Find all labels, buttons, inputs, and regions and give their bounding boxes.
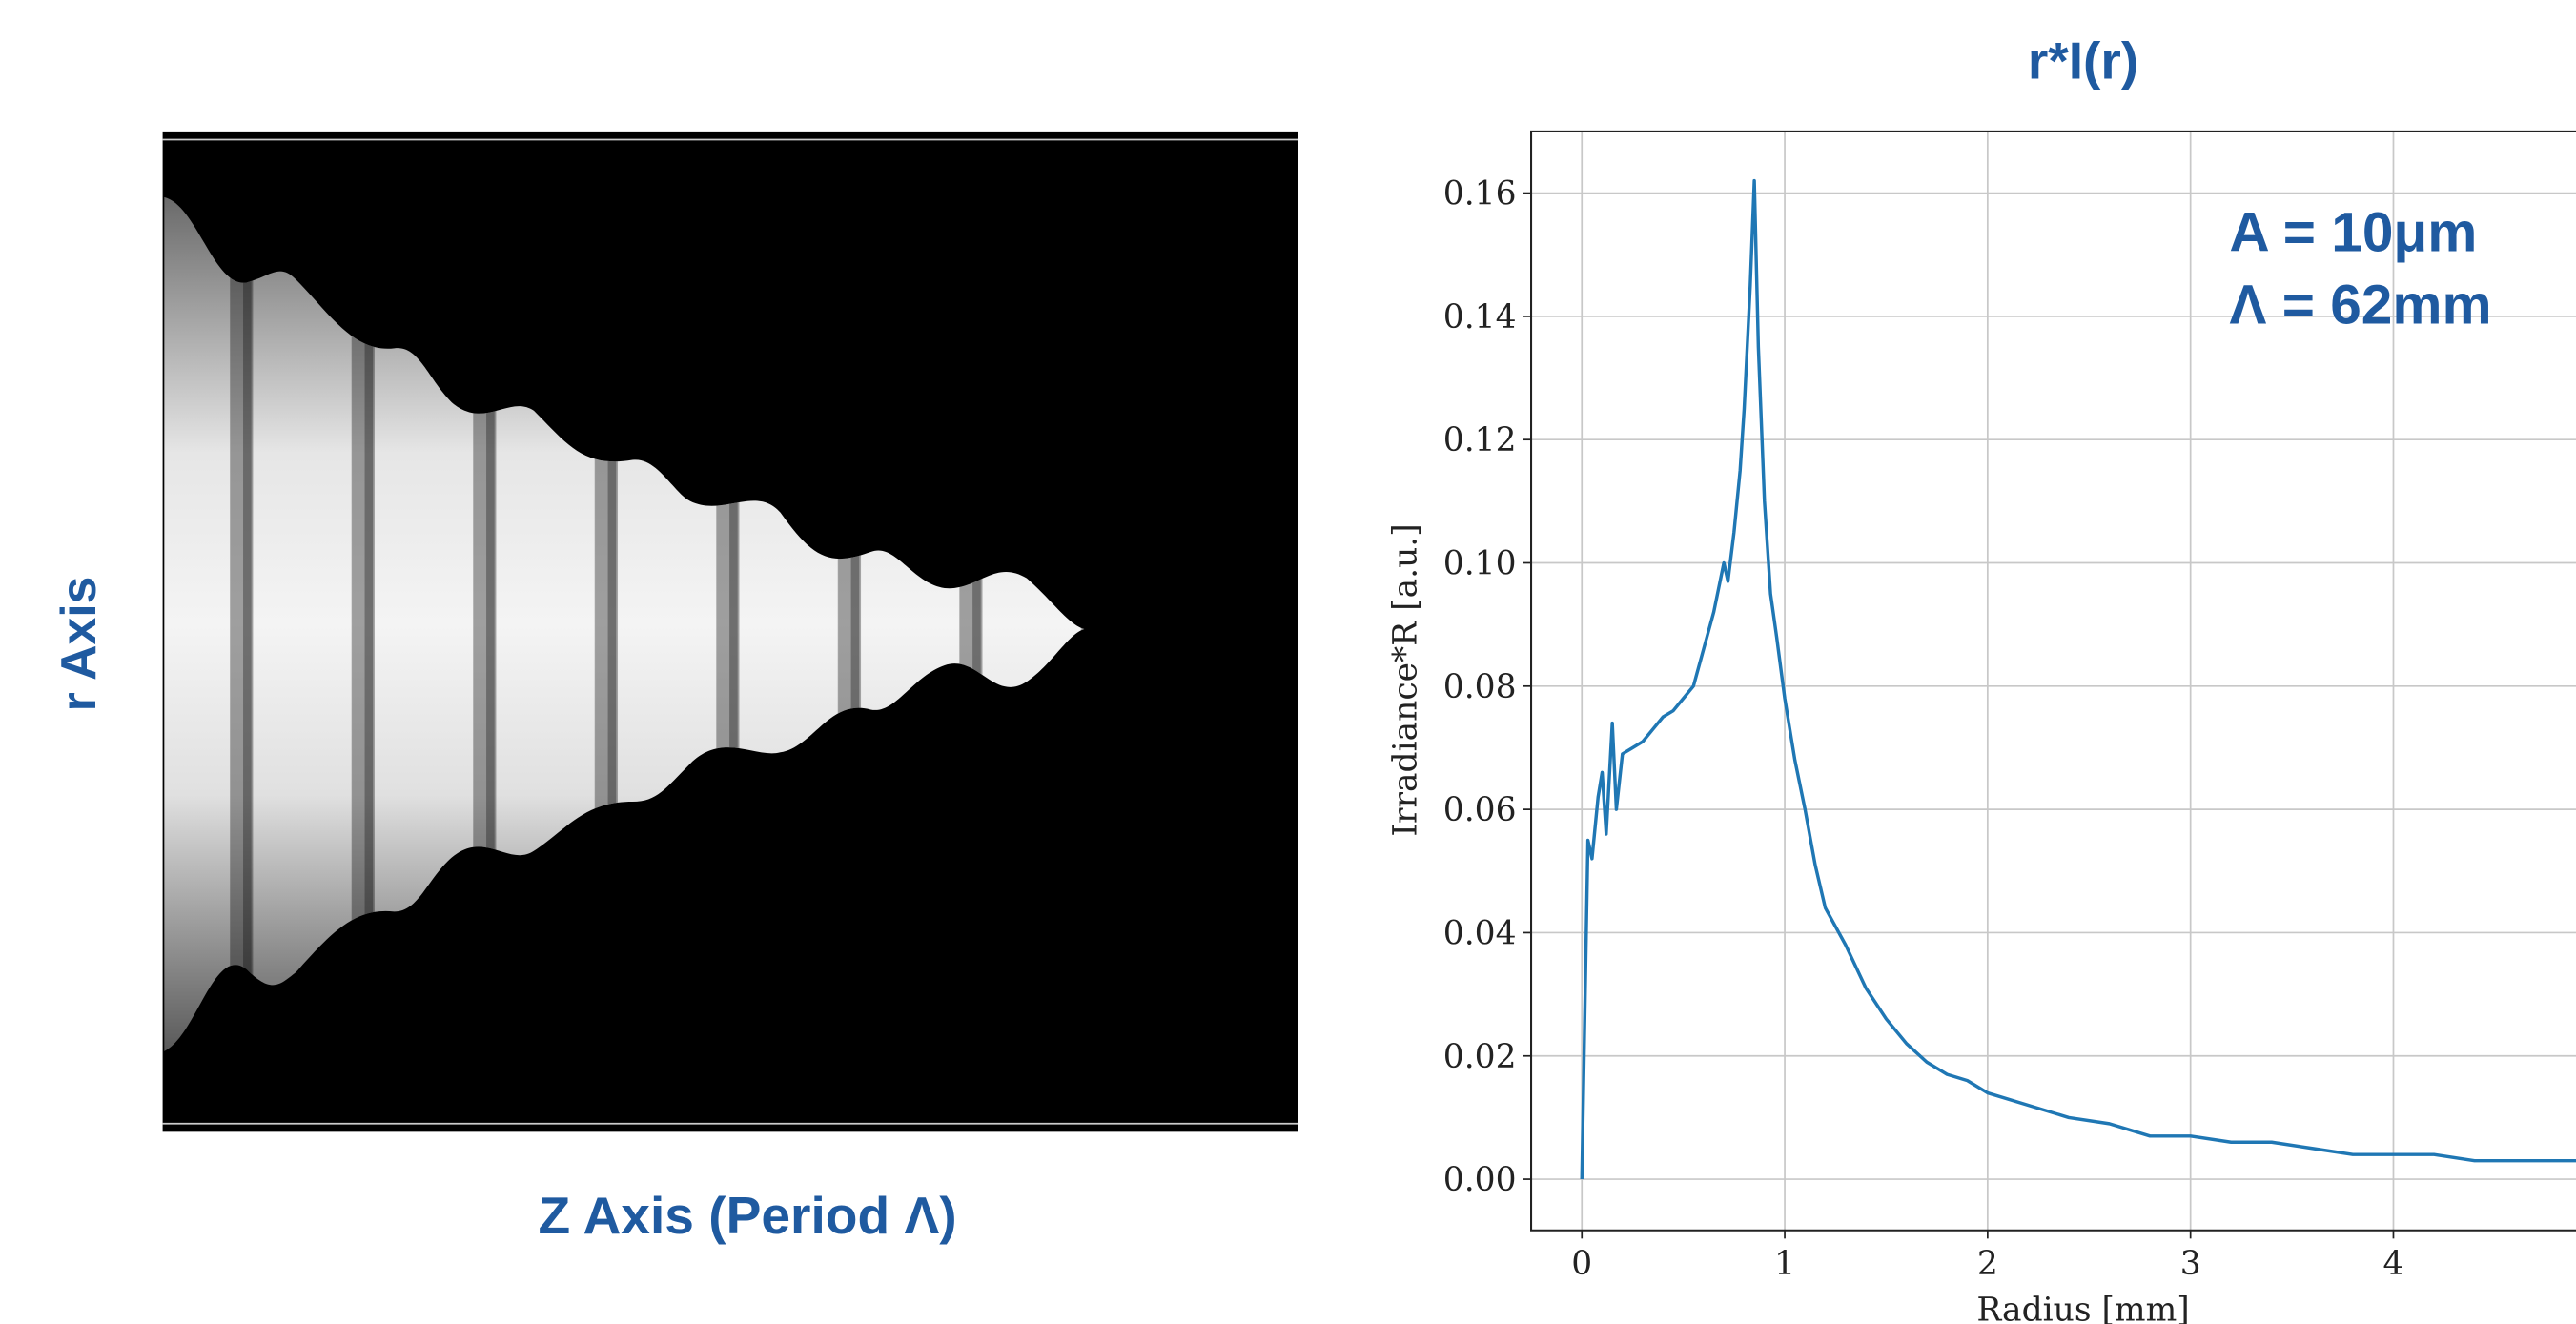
y-tick-label: 0.08 [1443,668,1517,706]
image-x-label: Z Axis (Period Λ) [539,1186,957,1245]
data-line [1580,178,2576,1180]
y-tick-label: 0.02 [1443,1038,1517,1076]
x-tick-label: 1 [1774,1245,1795,1283]
y-axis-label: Irradiance*R [a.u.] [1386,523,1424,836]
x-tick-label: 3 [2180,1245,2201,1283]
x-tick-label: 0 [1571,1245,1592,1283]
image-panel: r Axis Z Axis (Period Λ) [51,131,1298,1245]
axis-spine [1530,130,2576,1232]
y-tick-label: 0.10 [1443,545,1517,583]
annotation: A = 10μm [2229,202,2477,264]
x-tick-label: 4 [2383,1245,2404,1283]
y-tick-label: 0.12 [1443,421,1517,459]
y-tick-label: 0.16 [1443,175,1517,214]
y-tick-label: 0.04 [1443,915,1517,953]
beam-bands [164,196,1085,1051]
image-y-label: r Axis [51,577,106,712]
y-tick-label: 0.14 [1443,298,1517,336]
y-tick-label: 0.00 [1443,1161,1517,1199]
line-chart: r*I(r) Radius [mm] Irradiance*R [a.u.] 0… [1386,31,2576,1324]
chart-title: r*I(r) [2028,31,2138,91]
x-axis-label: Radius [mm] [1976,1292,2189,1324]
x-tick-label: 2 [1977,1245,1998,1283]
y-tick-label: 0.06 [1443,791,1517,829]
annotation: Λ = 62mm [2229,275,2491,336]
